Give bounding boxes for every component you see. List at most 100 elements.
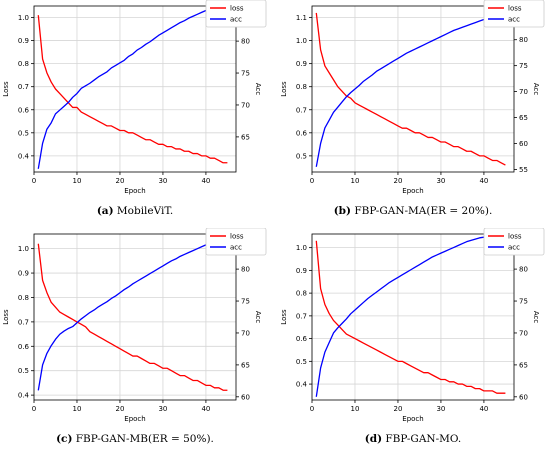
series-line-loss <box>37 15 228 164</box>
caption-letter: (c) <box>56 433 73 445</box>
y-left-axis-label: Loss <box>2 309 10 325</box>
chart-panel-a: 0 10 20 30 40 0.4 0.5 0.6 0.7 0.8 0.9 1.0 65 70 75 80 Ep… <box>0 0 270 222</box>
caption-text: FBP-GAN-MO. <box>385 433 462 445</box>
x-tick-label: 0 <box>310 405 314 413</box>
legend: loss acc <box>205 0 267 28</box>
x-tick-label: 20 <box>393 405 402 413</box>
y-left-axis-label: Loss <box>2 81 10 97</box>
y-right-tick-label: 65 <box>519 361 528 369</box>
series-line-loss <box>315 12 506 166</box>
grid <box>311 6 514 172</box>
legend-box <box>483 228 545 256</box>
y-right-axis-label: Acc <box>254 311 262 324</box>
grid <box>33 6 236 172</box>
y-left-tick-label: 0.5 <box>296 358 307 366</box>
y-left-tick-label: 0.7 <box>296 312 307 320</box>
y-right-tick-label: 75 <box>241 70 250 78</box>
legend-label-loss: loss <box>230 5 244 13</box>
y-right-tick-label: 70 <box>519 329 528 337</box>
x-tick-label: 0 <box>32 177 36 185</box>
chart-panel-c: 0 10 20 30 40 0.4 0.5 0.6 0.7 0.8 0.9 1.0 60 65 70 75 80… <box>0 228 270 450</box>
legend-label-acc: acc <box>508 16 520 24</box>
plot-frame <box>311 233 515 401</box>
y-left-tick-label: 0.9 <box>18 37 29 45</box>
y-left-tick-label: 0.6 <box>296 335 308 343</box>
y-right-tick-label: 55 <box>519 166 528 174</box>
x-axis-label: Epoch <box>402 415 423 423</box>
caption-text: MobileViT. <box>116 205 174 217</box>
y-right-tick-label: 75 <box>519 298 528 306</box>
x-tick-label: 40 <box>201 405 210 413</box>
y-right-tick-label: 65 <box>241 133 250 141</box>
legend-box <box>205 228 267 256</box>
caption-d: (d) FBP-GAN-MO. <box>278 433 548 445</box>
y-left-tick-label: 0.9 <box>296 60 307 68</box>
caption-letter: (a) <box>96 205 114 217</box>
y-left-tick-label: 1.0 <box>18 14 29 22</box>
legend-label-acc: acc <box>508 244 520 252</box>
legend-label-acc: acc <box>230 244 242 252</box>
y-right-axis-label: Acc <box>254 83 262 96</box>
legend: loss acc <box>483 0 545 28</box>
y-right-tick-label: 80 <box>241 38 250 46</box>
series-line-acc <box>37 7 228 169</box>
y-right-tick-label: 65 <box>519 114 528 122</box>
y-right-axis-label: Acc <box>532 83 540 96</box>
legend-label-loss: loss <box>508 233 522 241</box>
caption-c: (c) FBP-GAN-MB(ER = 50%). <box>0 433 270 445</box>
caption-text: FBP-GAN-MA(ER = 20%). <box>354 205 493 217</box>
y-right-tick-label: 70 <box>241 329 250 337</box>
x-axis-label: Epoch <box>124 187 145 195</box>
y-left-tick-label: 0.8 <box>18 294 29 302</box>
y-left-tick-label: 0.7 <box>296 106 307 114</box>
chart-b: 0 10 20 30 40 0.5 0.6 0.7 0.8 0.9 1.0 1.1 55 60 65 70 75… <box>280 0 545 195</box>
chart-c: 0 10 20 30 40 0.4 0.5 0.6 0.7 0.8 0.9 1.0 60 65 70 75 80… <box>2 228 267 423</box>
caption-a: (a) MobileViT. <box>0 205 270 217</box>
caption-text: FBP-GAN-MB(ER = 50%). <box>75 433 214 445</box>
chart-panel-d: 0 10 20 30 40 0.4 0.5 0.6 0.7 0.8 0.9 1.0 60 65 70 75 80… <box>278 228 548 450</box>
y-left-tick-label: 0.7 <box>18 83 29 91</box>
plot-frame <box>33 5 237 173</box>
legend-label-acc: acc <box>230 16 242 24</box>
x-tick-label: 40 <box>201 177 210 185</box>
y-left-tick-label: 1.0 <box>18 245 29 253</box>
y-left-axis-label: Loss <box>280 309 288 325</box>
y-left-tick-label: 1.1 <box>296 14 307 22</box>
caption-b: (b) FBP-GAN-MA(ER = 20%). <box>278 205 548 217</box>
y-left-tick-label: 1.0 <box>296 37 307 45</box>
y-right-tick-label: 60 <box>241 393 250 401</box>
x-tick-label: 30 <box>436 405 445 413</box>
grid <box>33 234 236 400</box>
x-tick-label: 40 <box>479 405 488 413</box>
legend-label-loss: loss <box>508 5 522 13</box>
x-tick-label: 30 <box>436 177 445 185</box>
x-tick-label: 20 <box>115 177 124 185</box>
series-line-loss <box>37 243 228 391</box>
x-axis-label: Epoch <box>124 415 145 423</box>
x-tick-label: 0 <box>310 177 314 185</box>
y-left-tick-label: 0.6 <box>18 343 30 351</box>
x-tick-label: 10 <box>351 177 360 185</box>
chart-panel-b: 0 10 20 30 40 0.5 0.6 0.7 0.8 0.9 1.0 1.1 55 60 65 70 75… <box>278 0 548 222</box>
y-left-axis-label: Loss <box>280 81 288 97</box>
plot-frame <box>311 5 515 173</box>
y-left-tick-label: 0.9 <box>18 270 29 278</box>
y-left-tick-label: 0.4 <box>18 392 30 400</box>
y-left-tick-label: 0.5 <box>18 367 29 375</box>
y-right-tick-label: 80 <box>241 266 250 274</box>
x-tick-label: 10 <box>351 405 360 413</box>
x-tick-label: 30 <box>158 177 167 185</box>
caption-letter: (d) <box>364 433 383 445</box>
grid <box>311 234 514 400</box>
x-tick-label: 30 <box>158 405 167 413</box>
series-line-loss <box>315 240 506 394</box>
y-left-tick-label: 0.4 <box>18 152 30 160</box>
y-left-tick-label: 1.0 <box>296 244 307 252</box>
y-right-tick-label: 75 <box>241 298 250 306</box>
y-right-tick-label: 80 <box>519 36 528 44</box>
y-right-tick-label: 80 <box>519 266 528 274</box>
series-line-acc <box>315 234 506 397</box>
x-tick-label: 10 <box>73 177 82 185</box>
legend: loss acc <box>205 228 267 256</box>
y-right-tick-label: 70 <box>241 101 250 109</box>
